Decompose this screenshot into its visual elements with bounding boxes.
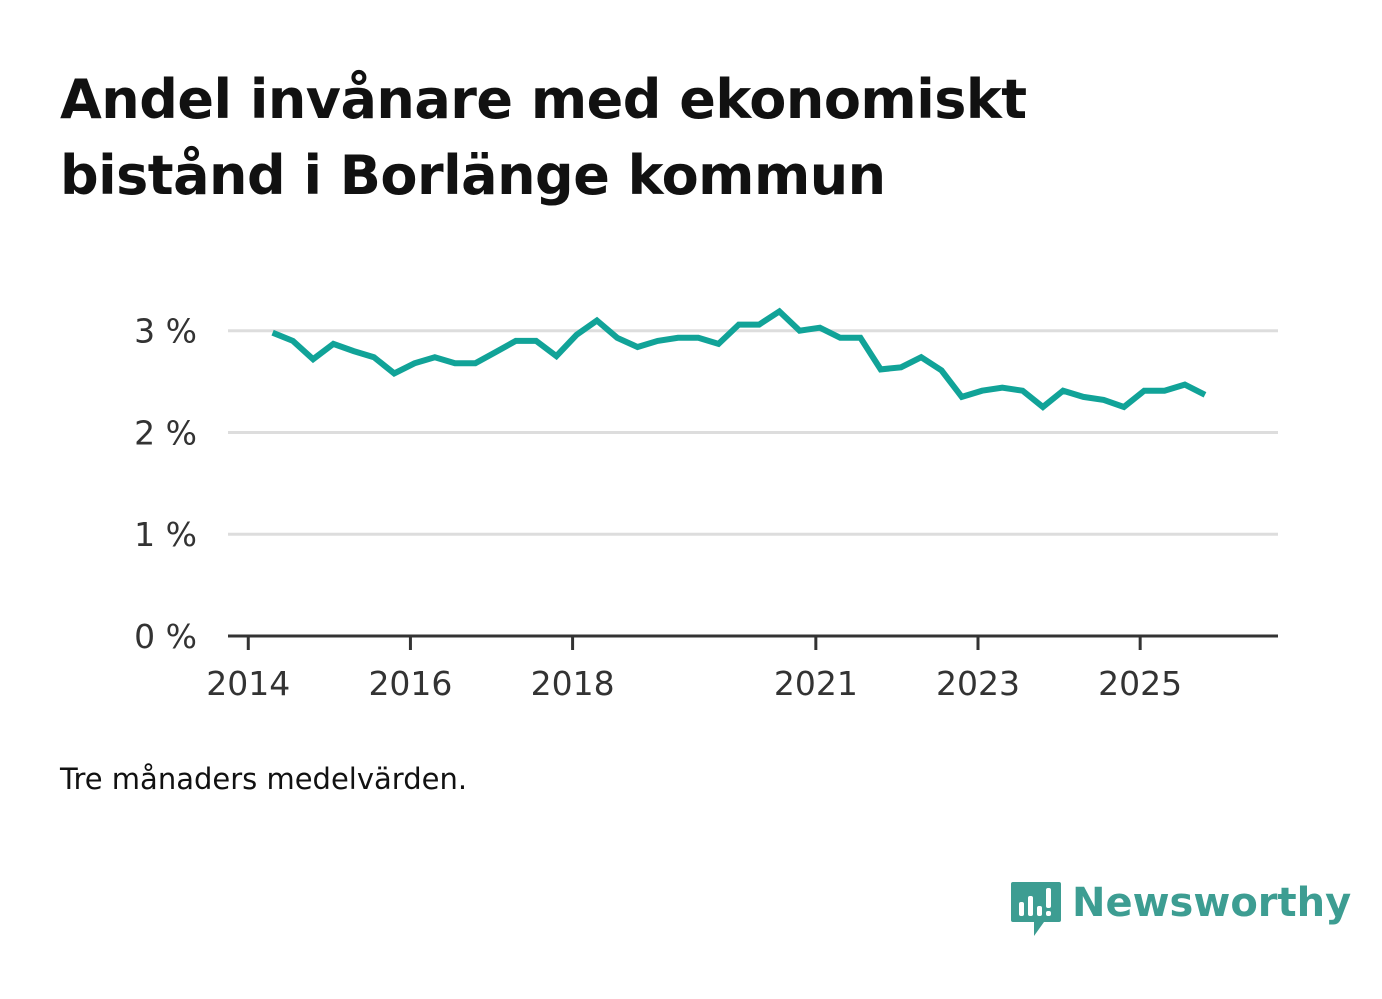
- x-tick-label: 2018: [531, 664, 615, 703]
- y-tick-label: 0 %: [134, 617, 197, 656]
- x-axis: [228, 634, 1278, 650]
- y-tick-label: 1 %: [134, 515, 197, 554]
- y-tick-label: 2 %: [134, 413, 197, 452]
- x-tick-label: 2021: [774, 664, 858, 703]
- series-line: [271, 307, 1207, 411]
- x-tick-label: 2025: [1098, 664, 1182, 703]
- x-tick-label: 2023: [936, 664, 1020, 703]
- newsworthy-logo: Newsworthy: [1010, 878, 1351, 938]
- footnote: Tre månaders medelvärden.: [60, 762, 468, 796]
- x-tick-label: 2014: [206, 664, 290, 703]
- chart-title: Andel invånare med ekonomiskt bistånd i …: [60, 68, 1027, 207]
- x-tick-labels: 2014 2016 2018 2021 2023 2025: [206, 664, 1182, 703]
- newsworthy-logo-text: Newsworthy: [1072, 880, 1352, 926]
- newsworthy-logo-icon: [1011, 882, 1061, 936]
- series-group: [271, 307, 1207, 411]
- x-tick-label: 2016: [368, 664, 452, 703]
- y-tick-label: 3 %: [134, 312, 197, 351]
- grid-lines: [228, 329, 1278, 536]
- y-tick-labels: 0 % 1 % 2 % 3 %: [134, 312, 197, 656]
